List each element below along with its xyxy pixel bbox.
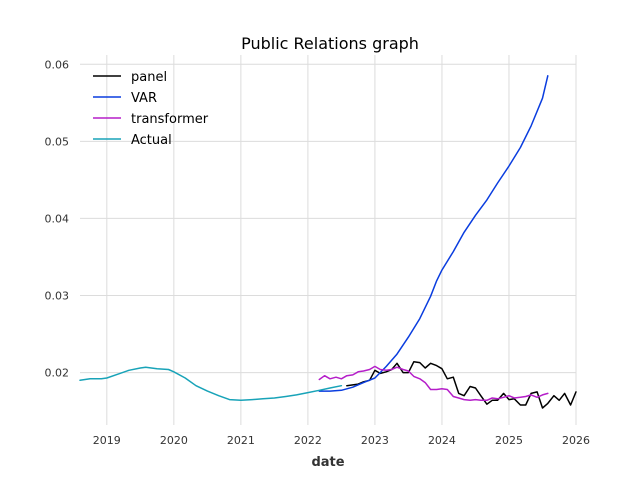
grid bbox=[80, 55, 577, 425]
x-tick-label: 2021 bbox=[227, 434, 255, 447]
x-tick-label: 2026 bbox=[562, 434, 590, 447]
legend-label: VAR bbox=[131, 91, 157, 106]
x-tick-label: 2024 bbox=[428, 434, 456, 447]
tick-labels: 2019 2020 2021 2022 2023 2024 2025 2026 0.02 0.03… bbox=[45, 58, 591, 447]
chart-title: Public Relations graph bbox=[241, 34, 419, 53]
series-line-var bbox=[318, 75, 549, 392]
x-tick-label: 2019 bbox=[93, 434, 121, 447]
y-tick-label: 0.06 bbox=[45, 58, 70, 71]
x-axis-title: date bbox=[311, 455, 344, 470]
series-line-actual bbox=[79, 366, 343, 402]
y-tick-label: 0.05 bbox=[45, 135, 70, 148]
legend: panel VAR transformer Actual bbox=[93, 70, 209, 148]
x-tick-label: 2022 bbox=[294, 434, 322, 447]
y-tick-label: 0.02 bbox=[45, 367, 70, 380]
x-tick-label: 2023 bbox=[361, 434, 389, 447]
x-tick-label: 2020 bbox=[160, 434, 188, 447]
legend-label: Actual bbox=[131, 133, 172, 148]
y-tick-label: 0.04 bbox=[45, 212, 70, 225]
series-line-panel bbox=[346, 361, 577, 409]
y-tick-label: 0.03 bbox=[45, 290, 70, 303]
legend-label: panel bbox=[131, 70, 167, 85]
series-lines bbox=[79, 75, 577, 409]
legend-label: transformer bbox=[131, 112, 209, 127]
x-tick-label: 2025 bbox=[495, 434, 523, 447]
series-line-transformer bbox=[318, 365, 549, 402]
